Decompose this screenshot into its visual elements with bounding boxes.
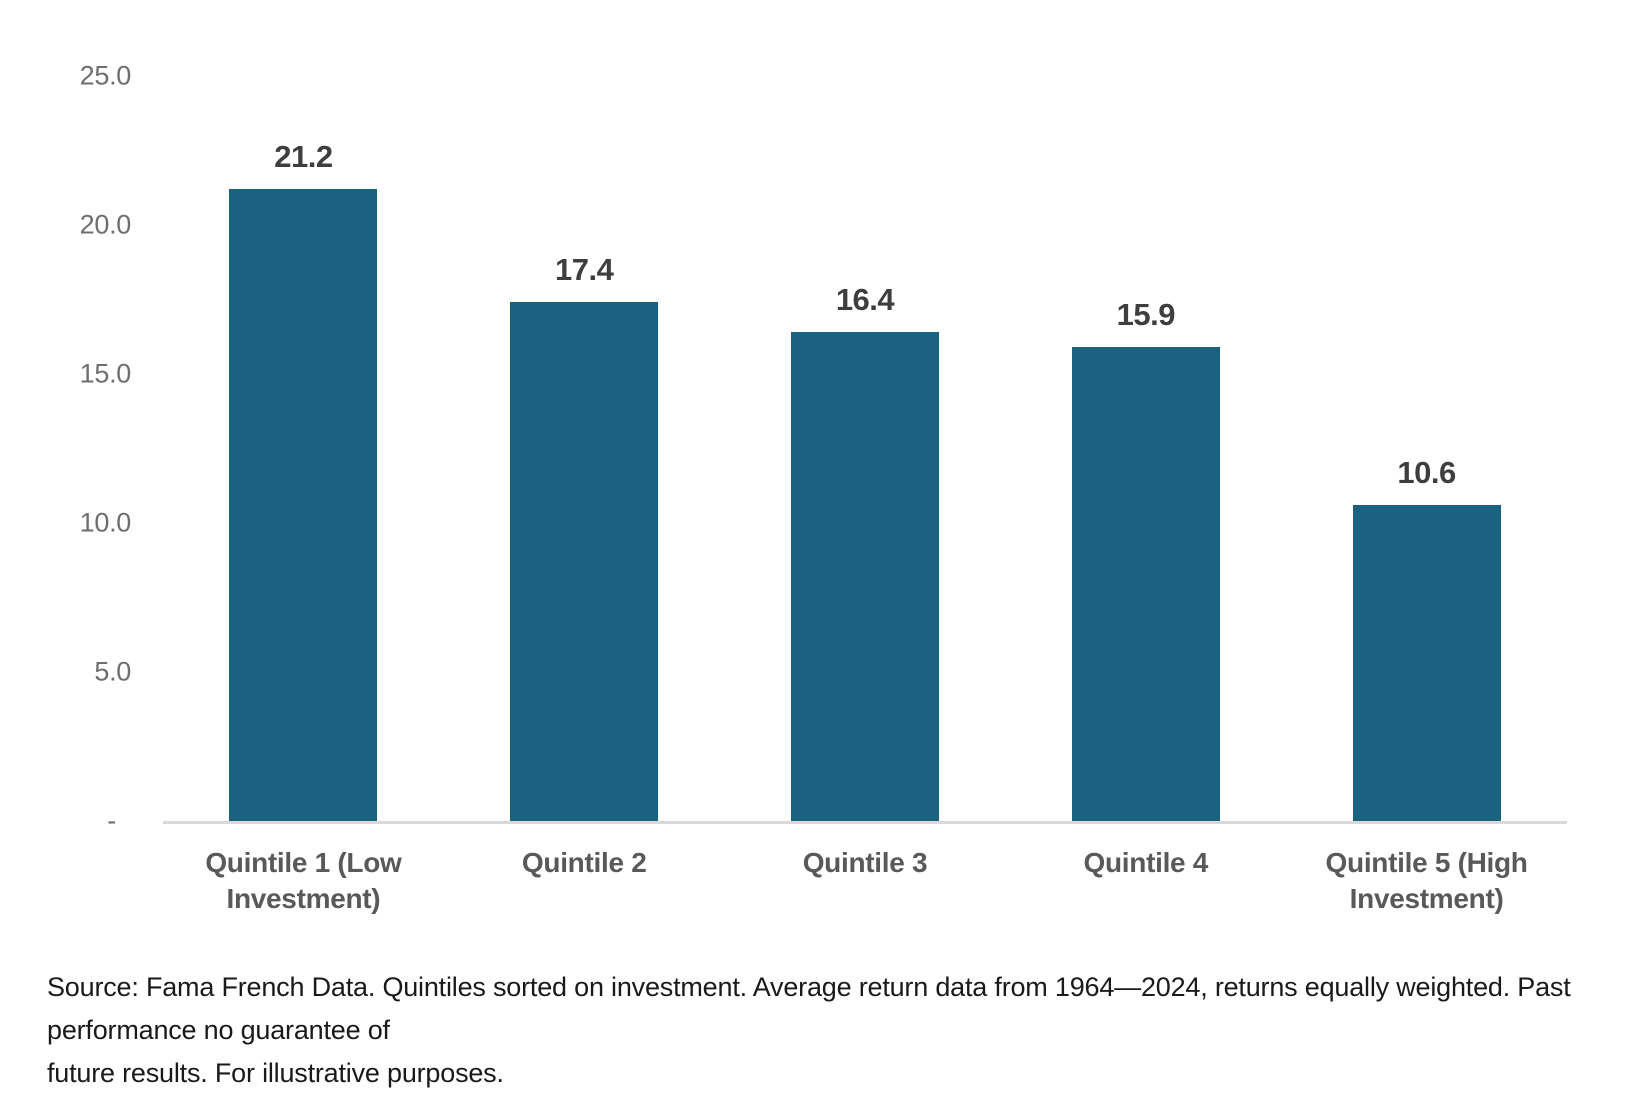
category-label: Quintile 1 (Low Investment) (205, 847, 402, 914)
bar-slot: 15.9 Quintile 4 (1005, 76, 1286, 878)
source-footnote: Source: Fama French Data. Quintiles sort… (47, 966, 1617, 1095)
category-label: Quintile 5 (High Investment) (1325, 847, 1528, 914)
bar-value-label: 16.4 (835, 282, 895, 318)
bar-slot: 21.2 Quintile 1 (Low Investment) (163, 76, 444, 913)
bar (510, 302, 659, 821)
bar (1071, 347, 1220, 821)
y-tick-label: - (107, 805, 116, 836)
bar (1352, 505, 1501, 821)
bar (790, 332, 939, 821)
source-footnote-line: Source: Fama French Data. Quintiles sort… (47, 972, 1571, 1045)
source-footnote-line: future results. For illustrative purpose… (47, 1058, 504, 1088)
category-label: Quintile 3 (802, 847, 928, 878)
bars-container: 21.2 Quintile 1 (Low Investment) 17.4 Quint… (163, 76, 1567, 913)
x-axis-line (163, 821, 1567, 824)
bar-value-label: 15.9 (1116, 297, 1176, 333)
bar (229, 189, 378, 821)
bar-value-label: 17.4 (555, 252, 614, 288)
y-tick-label: 10.0 (79, 507, 132, 538)
bar-slot: 17.4 Quintile 2 (444, 76, 725, 878)
category-label: Quintile 4 (1083, 847, 1209, 878)
bar-slot: 16.4 Quintile 3 (725, 76, 1006, 878)
bar-value-label: 10.6 (1397, 455, 1456, 491)
bar-value-label: 21.2 (274, 139, 333, 175)
y-tick-label: 25.0 (79, 60, 132, 91)
bar-slot: 10.6 Quintile 5 (High Investment) (1286, 76, 1567, 913)
y-tick-label: 20.0 (79, 209, 132, 240)
category-label: Quintile 2 (521, 847, 647, 878)
y-tick-label: 15.0 (79, 358, 132, 389)
plot-area: 21.2 Quintile 1 (Low Investment) 17.4 Quint… (163, 76, 1567, 914)
y-tick-label: 5.0 (94, 656, 131, 687)
